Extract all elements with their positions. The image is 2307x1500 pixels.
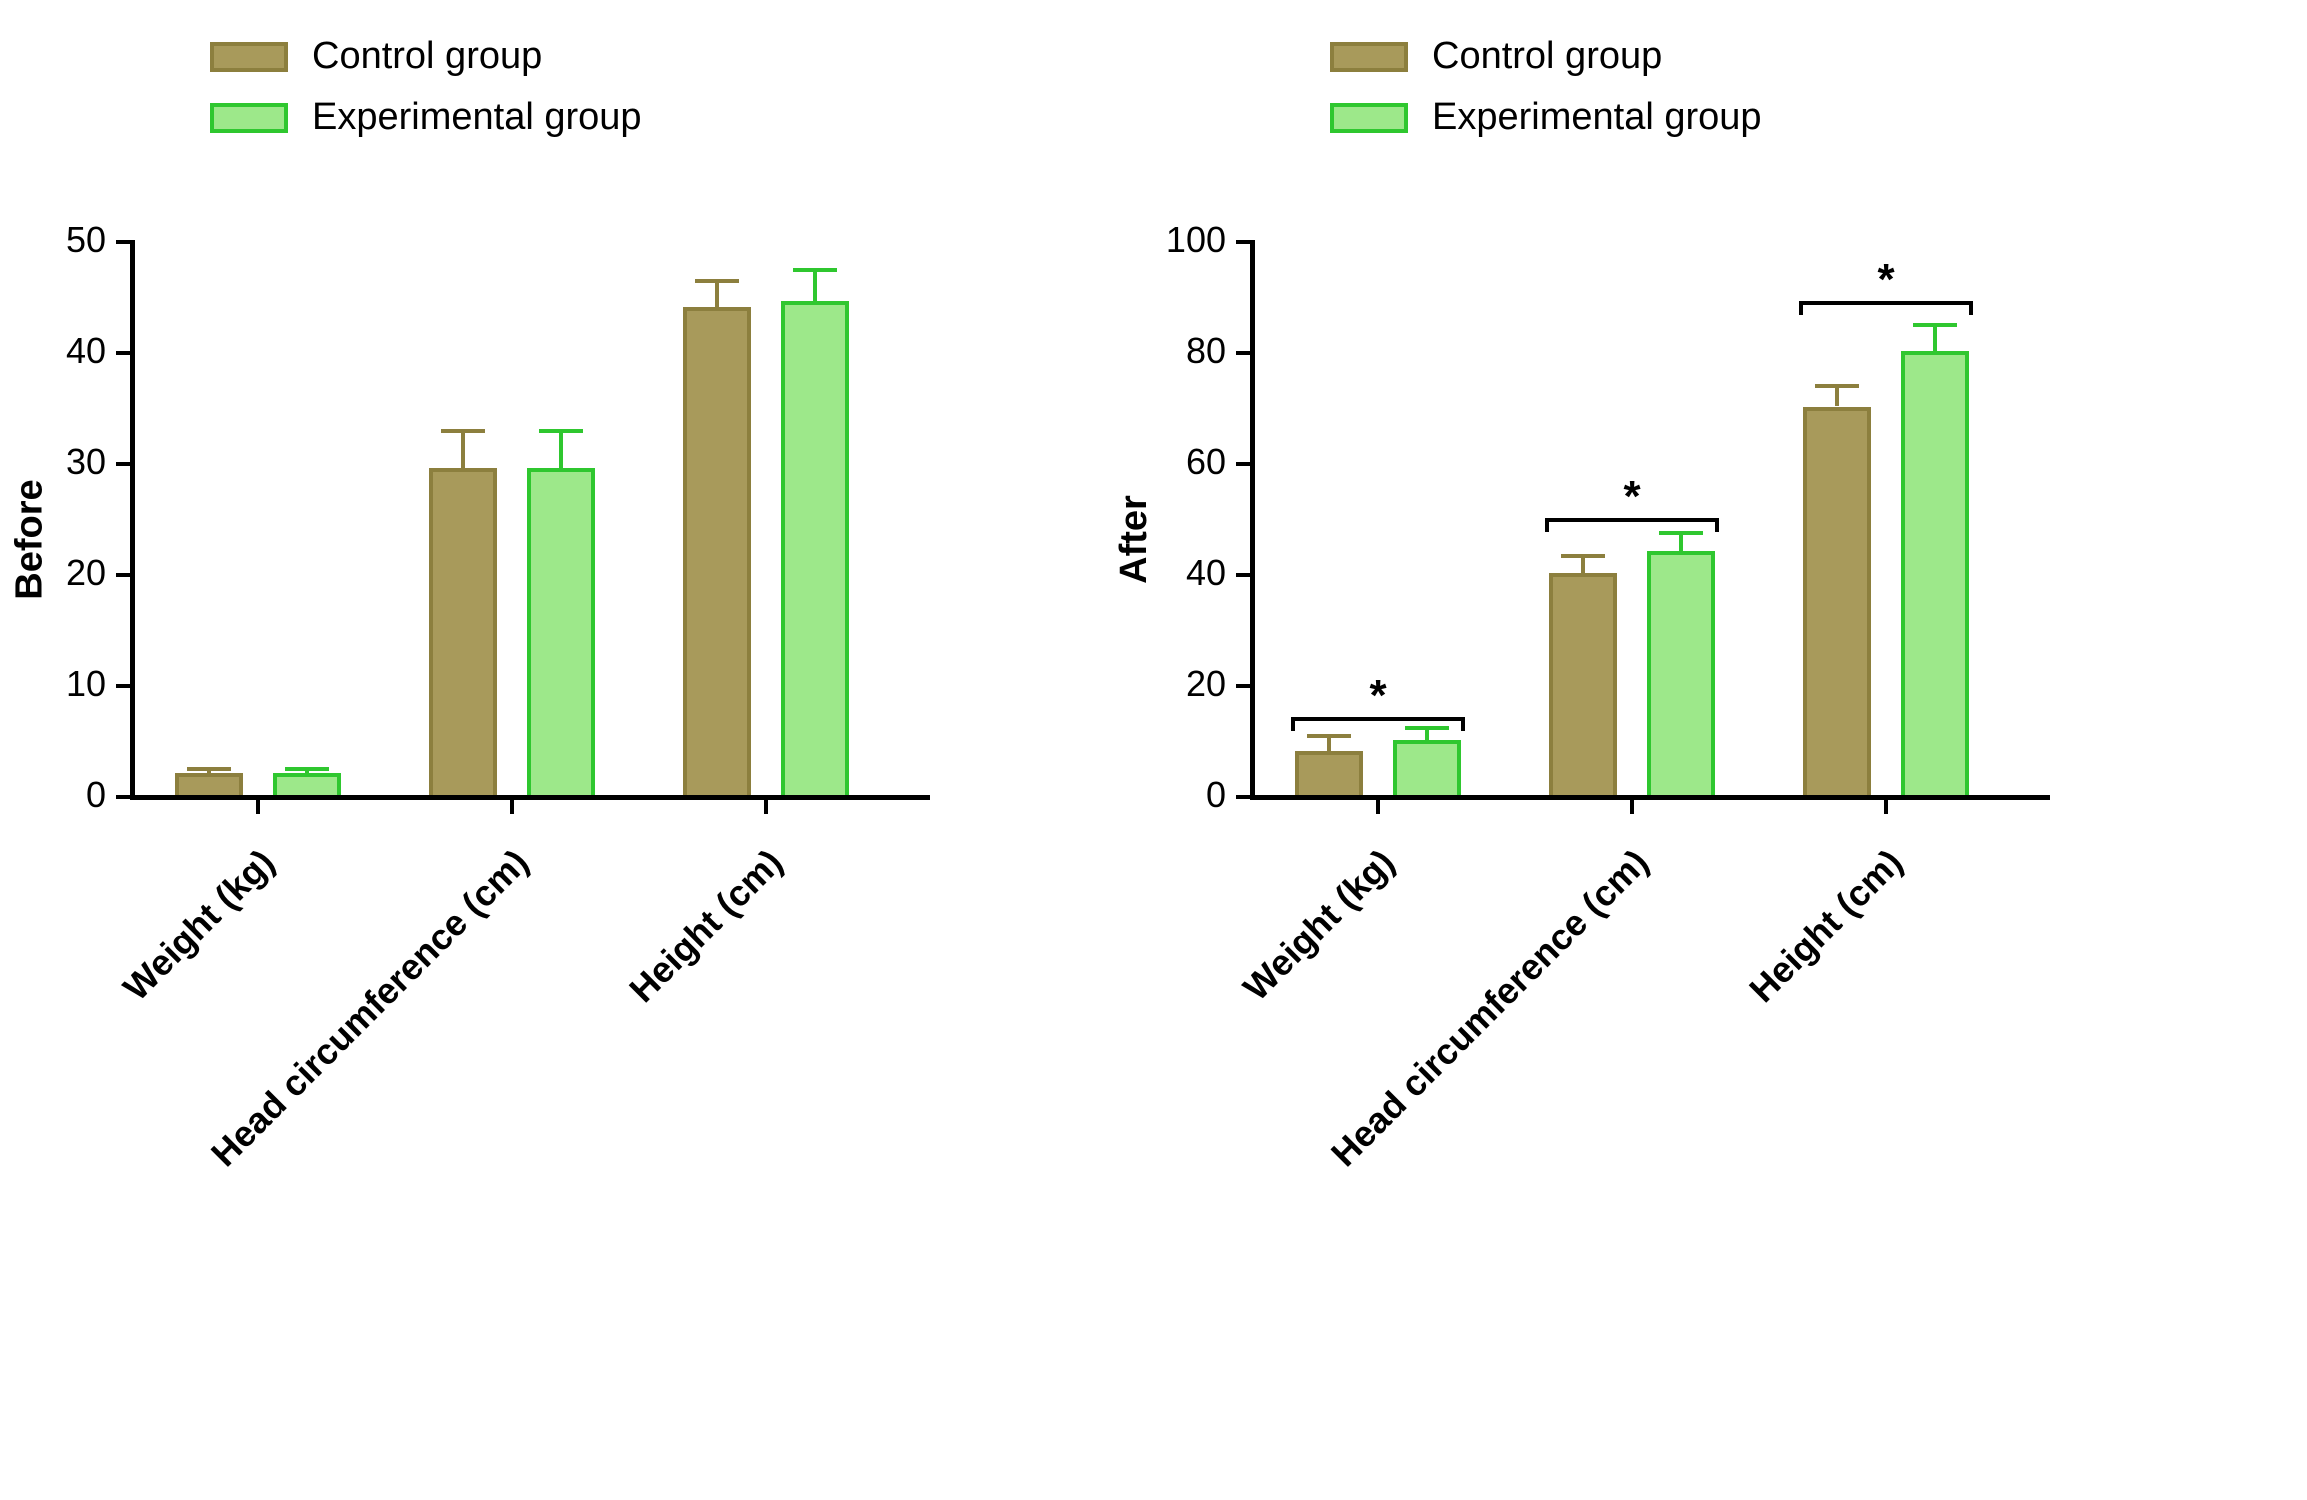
- y-tick: [1236, 795, 1250, 799]
- legend: Control group Experimental group: [210, 35, 642, 139]
- x-tick: [510, 800, 514, 814]
- error-bar: [1561, 554, 1605, 573]
- y-tick-label: 60: [1146, 441, 1226, 483]
- significance-label: *: [1623, 472, 1640, 522]
- y-axis: [1250, 240, 1255, 800]
- y-tick: [116, 684, 130, 688]
- significance-label: *: [1877, 255, 1894, 305]
- y-tick-label: 0: [1146, 774, 1226, 816]
- y-tick: [1236, 684, 1250, 688]
- y-axis-title: Before: [9, 479, 52, 599]
- y-tick-label: 30: [26, 441, 106, 483]
- y-axis-title: After: [1113, 495, 1156, 584]
- y-tick: [116, 573, 130, 577]
- y-tick-label: 40: [1146, 552, 1226, 594]
- y-tick-label: 20: [1146, 663, 1226, 705]
- y-tick: [116, 795, 130, 799]
- error-bar: [539, 429, 583, 468]
- legend-item-control: Control group: [1330, 35, 1762, 78]
- legend-label-experimental: Experimental group: [312, 96, 642, 139]
- legend: Control group Experimental group: [1330, 35, 1762, 139]
- legend-swatch-control: [210, 42, 288, 72]
- bar-control: [683, 307, 751, 795]
- bar-control: [1549, 573, 1617, 795]
- y-tick-label: 50: [26, 219, 106, 261]
- y-tick-label: 40: [26, 330, 106, 372]
- bar-control: [175, 773, 243, 795]
- x-tick: [1884, 800, 1888, 814]
- significance-tick: [1291, 717, 1295, 731]
- x-tick: [1376, 800, 1380, 814]
- bar-experimental: [273, 773, 341, 795]
- legend-swatch-experimental: [1330, 103, 1408, 133]
- legend-item-experimental: Experimental group: [1330, 96, 1762, 139]
- bar-experimental: [781, 301, 849, 795]
- error-bar: [793, 268, 837, 301]
- x-axis: [1250, 795, 2050, 800]
- y-tick-label: 10: [26, 663, 106, 705]
- y-tick: [1236, 462, 1250, 466]
- legend-swatch-experimental: [210, 103, 288, 133]
- y-tick-label: 100: [1146, 219, 1226, 261]
- y-tick: [1236, 240, 1250, 244]
- significance-tick: [1799, 301, 1803, 315]
- legend-item-control: Control group: [210, 35, 642, 78]
- error-bar: [187, 767, 231, 773]
- significance-tick: [1545, 518, 1549, 532]
- bar-experimental: [527, 468, 595, 795]
- error-bar: [285, 767, 329, 773]
- y-axis: [130, 240, 135, 800]
- error-bar: [1307, 734, 1351, 751]
- y-tick: [1236, 351, 1250, 355]
- legend-label-experimental: Experimental group: [1432, 96, 1762, 139]
- bar-experimental: [1393, 740, 1461, 796]
- significance-tick: [1715, 518, 1719, 532]
- bar-control: [1295, 751, 1363, 795]
- significance-tick: [1461, 717, 1465, 731]
- y-tick: [116, 240, 130, 244]
- error-bar: [441, 429, 485, 468]
- x-tick: [764, 800, 768, 814]
- significance-tick: [1969, 301, 1973, 315]
- bar-experimental: [1647, 551, 1715, 795]
- significance-label: *: [1369, 671, 1386, 721]
- x-axis: [130, 795, 930, 800]
- legend-label-control: Control group: [1432, 35, 1662, 78]
- bar-experimental: [1901, 351, 1969, 795]
- legend-item-experimental: Experimental group: [210, 96, 642, 139]
- legend-label-control: Control group: [312, 35, 542, 78]
- x-tick: [256, 800, 260, 814]
- y-tick: [116, 462, 130, 466]
- error-bar: [695, 279, 739, 307]
- error-bar: [1913, 323, 1957, 351]
- y-tick-label: 0: [26, 774, 106, 816]
- legend-swatch-control: [1330, 42, 1408, 72]
- x-tick: [1630, 800, 1634, 814]
- figure-canvas: Control groupExperimental groupControl g…: [0, 0, 2307, 1500]
- bar-control: [1803, 407, 1871, 796]
- error-bar: [1659, 531, 1703, 550]
- y-tick: [1236, 573, 1250, 577]
- bar-control: [429, 468, 497, 795]
- error-bar: [1815, 384, 1859, 406]
- y-tick-label: 80: [1146, 330, 1226, 372]
- error-bar: [1405, 726, 1449, 740]
- y-tick: [116, 351, 130, 355]
